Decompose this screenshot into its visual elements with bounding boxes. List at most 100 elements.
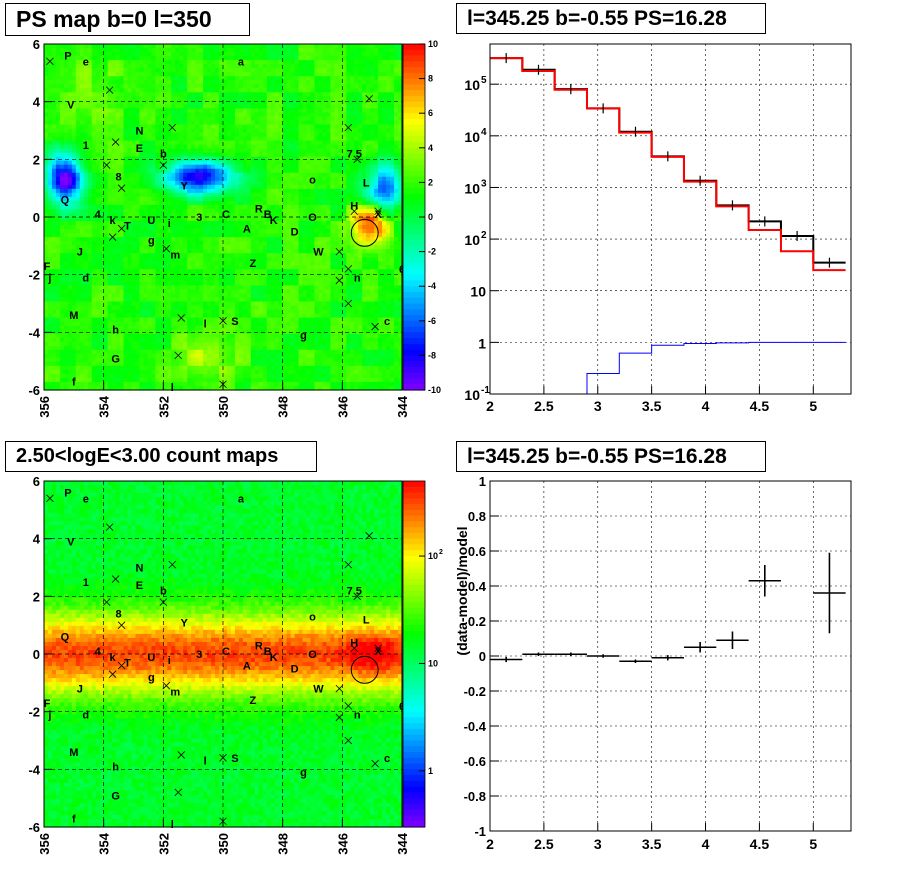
colorbar-segment — [403, 309, 425, 316]
residual-point — [554, 652, 587, 656]
colorbar-segment — [403, 366, 425, 374]
source-label: n — [354, 273, 361, 285]
residual-point — [586, 654, 620, 658]
source-label: P — [64, 51, 71, 63]
source-label: 6 — [399, 264, 405, 276]
spectrum-title: l=345.25 b=-0.55 PS=16.28 — [456, 3, 766, 34]
colorbar-tick-label: 1 — [428, 766, 433, 776]
source-label: a — [238, 493, 245, 505]
colorbar-segment — [403, 544, 425, 551]
colorbar-segment — [403, 613, 425, 620]
x-tick-label: 4.5 — [750, 836, 770, 852]
colorbar-segment — [403, 136, 425, 143]
source-label: 4 — [95, 209, 102, 221]
y-tick-label: 10 — [470, 284, 486, 300]
colorbar-segment — [403, 648, 425, 655]
plot-frame — [489, 43, 852, 395]
cross-marker — [371, 322, 379, 331]
source-label: 3 — [196, 212, 202, 224]
source-label: W — [313, 247, 324, 259]
cross-marker — [344, 299, 353, 308]
x-tick-label: 2 — [486, 836, 494, 852]
cross-marker — [46, 494, 54, 503]
y-tick-label: 10 — [464, 387, 480, 403]
cross-marker — [108, 233, 117, 241]
colorbar-segment — [403, 579, 425, 586]
colorbar-segment — [403, 504, 425, 511]
colorbar-segment — [403, 688, 425, 695]
source-label: c — [384, 316, 390, 328]
colorbar-segment — [403, 315, 425, 322]
colorbar-segment — [403, 343, 425, 351]
source-label: G — [111, 790, 120, 802]
y-tick-label: 0.6 — [468, 544, 486, 559]
residual-point — [651, 655, 684, 661]
colorbar-segment — [403, 107, 425, 114]
colorbar-segment — [403, 130, 425, 137]
source-label: G — [111, 353, 120, 365]
cross-marker — [117, 621, 126, 629]
y-tick-label: -2 — [28, 268, 40, 283]
x-tick-label: 348 — [276, 396, 291, 418]
y-tick-label: 10 — [464, 77, 480, 93]
colorbar-tick-label: 4 — [428, 143, 433, 153]
y-tick-exponent: 3 — [481, 178, 487, 189]
source-label: b — [160, 149, 167, 161]
colorbar-segment — [403, 659, 425, 667]
y-tick-label: -4 — [28, 325, 40, 340]
y-tick-label: 2 — [33, 152, 40, 167]
colorbar-segment — [403, 815, 425, 822]
source-label: 3 — [196, 649, 202, 661]
colorbar-segment — [403, 780, 425, 788]
colorbar-segment — [403, 775, 425, 782]
colorbar-segment — [403, 228, 425, 235]
cross-marker — [335, 684, 344, 693]
colorbar-segment — [403, 561, 425, 569]
y-tick-label: 0 — [33, 210, 40, 225]
cross-marker — [174, 788, 183, 797]
cross-marker — [105, 523, 114, 531]
colorbar-segment — [403, 821, 425, 828]
source-label: B — [264, 646, 272, 658]
x-tick-label: 2 — [486, 398, 494, 414]
colorbar-segment — [403, 95, 425, 103]
x-tick-label: 5 — [809, 836, 817, 852]
source-label: D — [291, 663, 299, 675]
residual-point — [619, 659, 652, 663]
colorbar-segment — [403, 498, 425, 505]
source-label: k — [110, 215, 117, 227]
cross-marker — [117, 661, 126, 670]
colorbar-segment — [403, 705, 425, 713]
colorbar-segment — [403, 153, 425, 160]
source-label: j — [47, 273, 51, 285]
colorbar-segment — [403, 240, 425, 247]
source-label: 1 — [83, 577, 89, 589]
source-label: R — [255, 640, 263, 652]
source-label: Z — [249, 695, 256, 707]
source-label: M — [69, 310, 78, 322]
source-label: H — [350, 637, 358, 649]
plot-background — [490, 44, 851, 394]
source-label: J — [77, 247, 83, 259]
colorbar-segment — [403, 746, 425, 753]
source-label: i — [168, 655, 171, 667]
source-label: L — [363, 177, 370, 189]
cross-marker — [344, 123, 353, 132]
cross-marker — [117, 184, 126, 192]
cross-marker — [219, 317, 227, 325]
source-label: T — [124, 221, 131, 233]
colorbar-segment — [403, 361, 425, 368]
colorbar-segment — [403, 803, 425, 811]
x-tick-label: 4.5 — [750, 398, 770, 414]
colorbar-segment — [403, 124, 425, 132]
colorbar-segment — [403, 763, 425, 770]
y-tick-label: 1 — [478, 335, 486, 351]
cross-marker — [335, 713, 344, 722]
residual-point — [490, 656, 523, 663]
colorbar-segment — [403, 159, 425, 166]
colorbar-segment — [403, 297, 425, 305]
y-tick-label: 4 — [33, 95, 41, 110]
